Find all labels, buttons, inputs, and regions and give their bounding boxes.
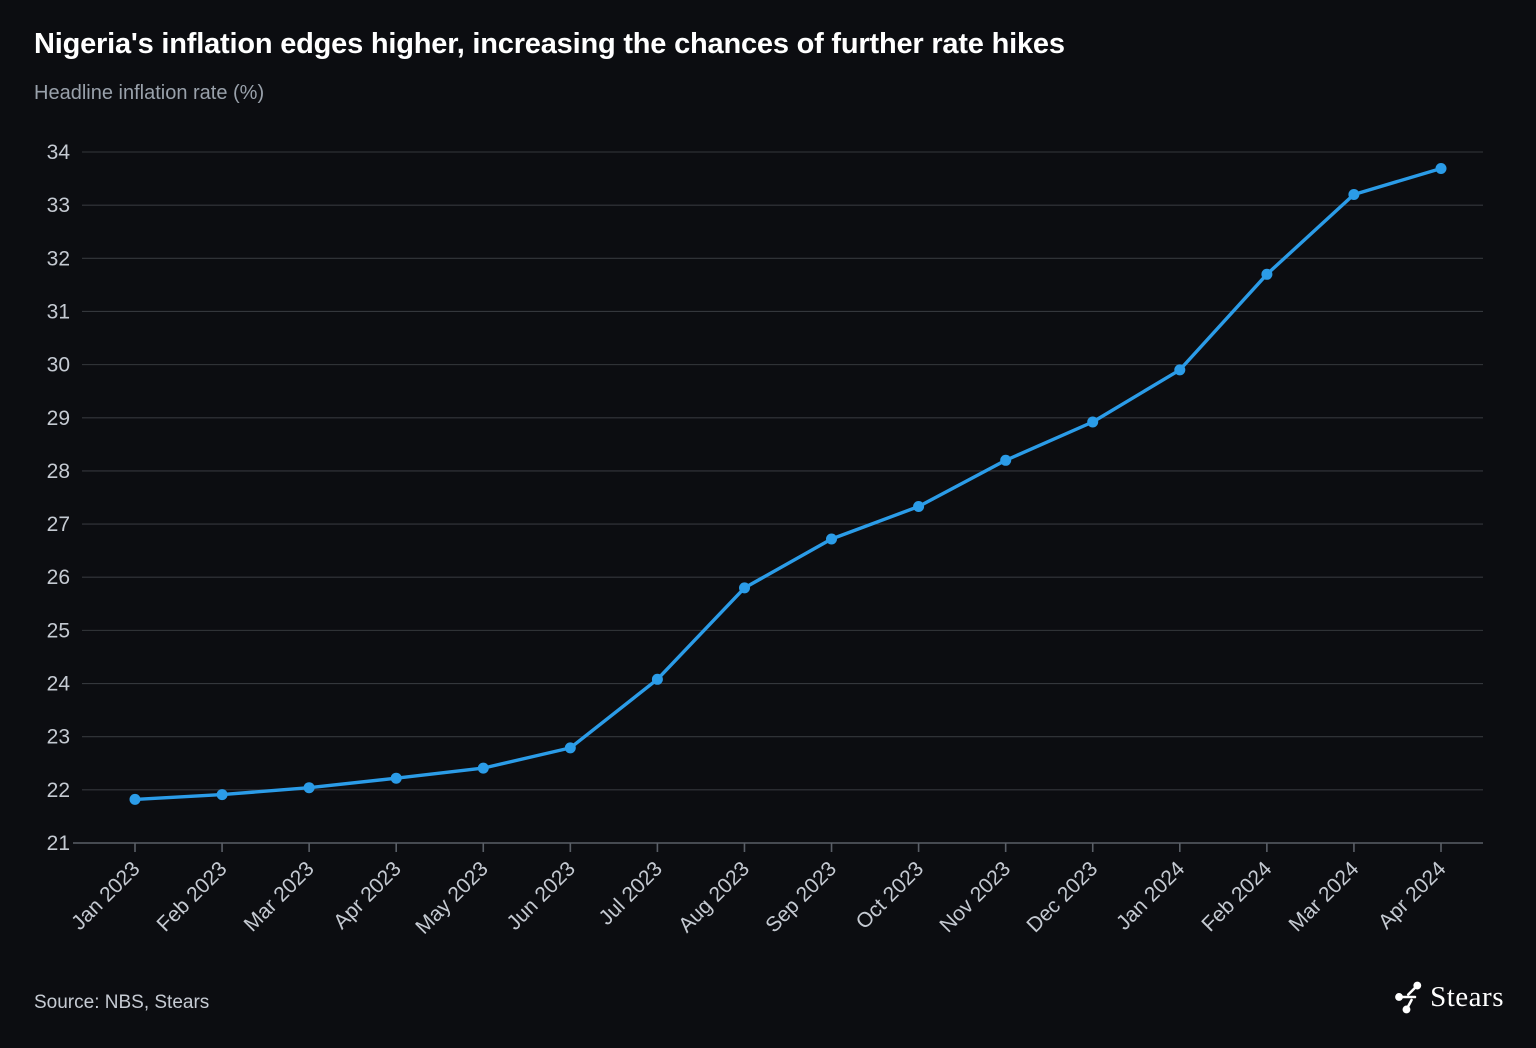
data-point-marker[interactable] — [1000, 454, 1012, 466]
x-axis-tick-label: May 2023 — [411, 857, 492, 938]
data-point-marker[interactable] — [1087, 416, 1099, 428]
data-point-marker[interactable] — [1174, 364, 1186, 376]
x-axis-tick-label: Aug 2023 — [674, 857, 754, 937]
source-note: Source: NBS, Stears — [34, 992, 210, 1013]
data-point-marker[interactable] — [129, 793, 141, 805]
y-axis-tick-label: 22 — [47, 779, 70, 802]
x-axis-tick-label: Jan 2023 — [67, 857, 144, 934]
stears-logo-text: Stears — [1430, 981, 1504, 1013]
stears-logo-icon — [1395, 981, 1422, 1014]
y-axis-tick-label: 26 — [47, 566, 70, 589]
y-axis-tick-label: 33 — [47, 194, 70, 217]
y-axis-tick-label: 34 — [47, 141, 71, 164]
y-axis-tick-label: 31 — [47, 300, 70, 323]
stears-logo[interactable]: Stears — [1394, 980, 1504, 1015]
x-axis-tick-label: Oct 2023 — [852, 857, 929, 934]
x-axis-tick-label: Sep 2023 — [761, 857, 841, 937]
page-title: Nigeria's inflation edges higher, increa… — [34, 28, 1065, 60]
x-axis-tick-label: Nov 2023 — [935, 857, 1015, 937]
y-axis-tick-label: 32 — [47, 247, 70, 270]
data-point-marker[interactable] — [826, 533, 837, 545]
y-axis-tick-label: 28 — [47, 460, 70, 483]
x-axis-tick-label: Jul 2023 — [595, 857, 667, 929]
y-axis-tick-label: 24 — [47, 673, 71, 696]
y-axis-tick-label: 21 — [47, 832, 70, 855]
data-point-marker[interactable] — [1348, 189, 1360, 200]
data-point-marker[interactable] — [651, 673, 663, 685]
y-axis-tick-label: 27 — [47, 513, 70, 536]
data-point-marker[interactable] — [564, 742, 576, 754]
data-point-marker[interactable] — [913, 501, 925, 512]
series-line — [133, 166, 1443, 802]
x-axis-tick-label: Dec 2023 — [1022, 857, 1102, 937]
x-axis-tick-label: Apr 2024 — [1374, 857, 1451, 934]
x-axis-tick-label: Mar 2024 — [1284, 857, 1363, 936]
x-axis-tick-label: Jun 2023 — [502, 857, 579, 934]
y-axis-tick-label: 30 — [47, 354, 70, 377]
y-axis-tick-label: 25 — [47, 619, 70, 642]
x-axis-tick-label: Feb 2023 — [153, 857, 232, 936]
data-point-marker[interactable] — [1261, 268, 1273, 280]
data-point-marker[interactable] — [739, 582, 750, 594]
data-point-marker[interactable] — [303, 782, 315, 794]
data-point-marker[interactable] — [216, 789, 228, 801]
data-point-marker[interactable] — [390, 772, 402, 784]
x-axis-tick-label: Apr 2023 — [329, 857, 406, 934]
y-axis-tick-label: 23 — [47, 726, 70, 749]
data-point-marker[interactable] — [1435, 163, 1447, 174]
data-point-marker[interactable] — [477, 762, 489, 774]
x-axis-tick-label: Feb 2024 — [1197, 857, 1276, 936]
chart-subtitle: Headline inflation rate (%) — [34, 82, 265, 104]
x-axis-tick-label: Mar 2023 — [240, 857, 319, 936]
y-axis-tick-label: 29 — [47, 407, 70, 430]
x-axis-tick-label: Jan 2024 — [1112, 857, 1190, 935]
